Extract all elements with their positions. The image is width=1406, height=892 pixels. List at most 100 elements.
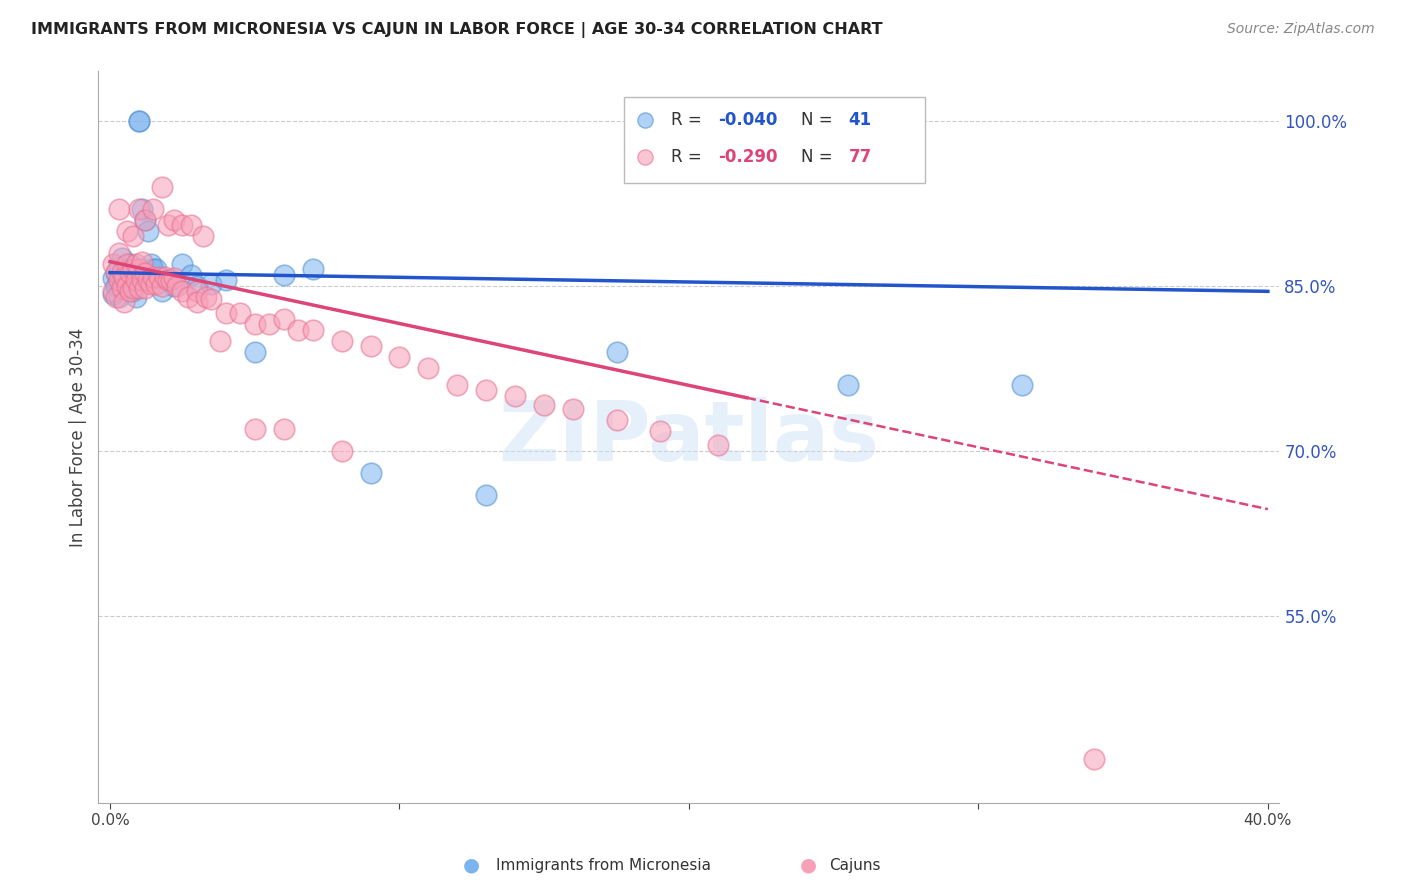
Point xyxy=(200,292,222,306)
Point xyxy=(120,257,142,271)
Point xyxy=(180,219,202,233)
Point xyxy=(125,257,148,271)
Point xyxy=(107,202,129,216)
Point xyxy=(257,318,280,332)
Point xyxy=(131,273,153,287)
Point xyxy=(215,306,238,320)
Point xyxy=(243,318,266,332)
Text: 77: 77 xyxy=(848,148,872,166)
Point xyxy=(287,323,309,337)
Point xyxy=(117,264,139,278)
Point xyxy=(107,290,129,304)
Point xyxy=(134,212,156,227)
Point xyxy=(131,254,153,268)
Point xyxy=(606,344,628,359)
Point xyxy=(142,270,165,285)
Text: N =: N = xyxy=(801,148,838,166)
Point xyxy=(360,466,382,480)
Point xyxy=(128,281,150,295)
Point xyxy=(134,266,156,280)
Point xyxy=(107,260,129,274)
Point xyxy=(156,273,179,287)
Point xyxy=(104,278,127,293)
Point xyxy=(117,257,139,271)
Point xyxy=(139,257,162,271)
Point xyxy=(208,334,231,348)
Point xyxy=(273,268,295,282)
Point xyxy=(145,262,167,277)
Point xyxy=(148,270,170,285)
Point xyxy=(301,262,323,277)
Point xyxy=(145,277,167,291)
FancyBboxPatch shape xyxy=(624,97,925,183)
Point xyxy=(186,295,208,310)
Point xyxy=(142,262,165,277)
Text: R =: R = xyxy=(671,148,707,166)
Point xyxy=(186,285,208,299)
Point xyxy=(163,278,186,293)
Y-axis label: In Labor Force | Age 30-34: In Labor Force | Age 30-34 xyxy=(69,327,87,547)
Point xyxy=(150,179,173,194)
Text: N =: N = xyxy=(801,112,838,129)
Point xyxy=(125,270,148,285)
Point xyxy=(122,262,145,277)
Point xyxy=(360,339,382,353)
Point xyxy=(475,384,498,398)
Point xyxy=(163,212,186,227)
Point xyxy=(172,285,194,299)
Point xyxy=(166,278,188,293)
Point xyxy=(104,266,127,280)
Point xyxy=(110,281,132,295)
Point xyxy=(388,351,411,365)
Point xyxy=(194,290,217,304)
Text: ●: ● xyxy=(800,855,817,875)
Point xyxy=(1083,752,1105,766)
Point xyxy=(475,488,498,502)
Text: Immigrants from Micronesia: Immigrants from Micronesia xyxy=(496,858,711,872)
Point xyxy=(122,229,145,244)
Point xyxy=(156,219,179,233)
Point xyxy=(117,224,139,238)
Point xyxy=(101,257,124,271)
Point xyxy=(122,281,145,295)
Point xyxy=(114,270,136,285)
Text: Source: ZipAtlas.com: Source: ZipAtlas.com xyxy=(1227,22,1375,37)
Text: 41: 41 xyxy=(848,112,872,129)
Point xyxy=(1011,377,1033,392)
Point xyxy=(159,273,181,287)
Point xyxy=(150,285,173,299)
Point xyxy=(301,323,323,337)
Point xyxy=(200,277,222,291)
Point xyxy=(177,290,200,304)
Point xyxy=(273,311,295,326)
Text: R =: R = xyxy=(671,112,707,129)
Point xyxy=(134,281,156,295)
Point xyxy=(156,273,179,287)
Point xyxy=(153,270,176,285)
Point xyxy=(215,273,238,287)
Point xyxy=(131,202,153,216)
Text: ZIPatlas: ZIPatlas xyxy=(499,397,879,477)
Point xyxy=(503,389,526,403)
Point xyxy=(163,271,186,285)
Point xyxy=(122,285,145,299)
Point xyxy=(172,257,194,271)
Point xyxy=(134,212,156,227)
Point xyxy=(139,277,162,291)
Point xyxy=(150,278,173,293)
Point xyxy=(107,273,129,287)
Point xyxy=(142,202,165,216)
Point xyxy=(562,402,585,417)
Point xyxy=(128,113,150,128)
Point xyxy=(110,252,132,266)
Point xyxy=(114,295,136,310)
Point xyxy=(136,224,159,238)
Point xyxy=(101,286,124,301)
Point xyxy=(120,273,142,287)
Point xyxy=(125,273,148,287)
Point xyxy=(110,264,132,278)
Point xyxy=(330,443,353,458)
Point xyxy=(191,229,214,244)
Point xyxy=(418,361,440,376)
Point xyxy=(101,271,124,285)
